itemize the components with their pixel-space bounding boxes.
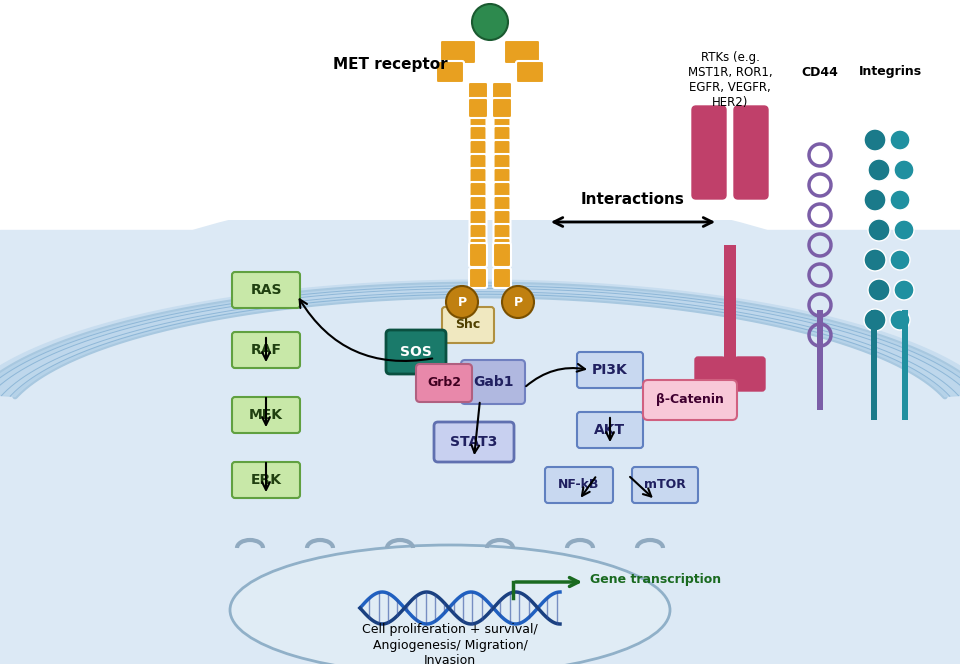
Text: Cell proliferation + survival/
Angiogenesis/ Migration/
Invasion: Cell proliferation + survival/ Angiogene… bbox=[362, 623, 538, 664]
FancyBboxPatch shape bbox=[492, 98, 512, 118]
Circle shape bbox=[868, 219, 890, 241]
Bar bbox=[817, 310, 823, 410]
FancyBboxPatch shape bbox=[493, 238, 511, 254]
Ellipse shape bbox=[0, 190, 960, 664]
Bar bbox=[0, 0, 960, 220]
FancyBboxPatch shape bbox=[643, 380, 737, 420]
Text: SOS: SOS bbox=[400, 345, 432, 359]
FancyBboxPatch shape bbox=[493, 112, 511, 128]
Text: PI3K: PI3K bbox=[592, 363, 628, 377]
Circle shape bbox=[868, 279, 890, 301]
FancyBboxPatch shape bbox=[469, 210, 487, 226]
FancyBboxPatch shape bbox=[469, 154, 487, 170]
Bar bbox=[871, 310, 877, 420]
FancyBboxPatch shape bbox=[469, 243, 487, 267]
Circle shape bbox=[890, 250, 910, 270]
Text: Integrins: Integrins bbox=[858, 66, 922, 78]
Circle shape bbox=[472, 4, 508, 40]
FancyBboxPatch shape bbox=[493, 196, 511, 212]
Circle shape bbox=[894, 220, 914, 240]
Circle shape bbox=[864, 309, 886, 331]
Text: Grb2: Grb2 bbox=[427, 376, 461, 390]
Circle shape bbox=[890, 310, 910, 330]
FancyBboxPatch shape bbox=[386, 330, 446, 374]
FancyBboxPatch shape bbox=[632, 467, 698, 503]
FancyBboxPatch shape bbox=[232, 462, 300, 498]
Bar bbox=[902, 310, 908, 420]
FancyBboxPatch shape bbox=[469, 224, 487, 240]
Text: RTKs (e.g.
MST1R, ROR1,
EGFR, VEGFR,
HER2): RTKs (e.g. MST1R, ROR1, EGFR, VEGFR, HER… bbox=[687, 51, 772, 109]
Text: NF-kB: NF-kB bbox=[559, 479, 600, 491]
Text: MEK: MEK bbox=[249, 408, 283, 422]
FancyBboxPatch shape bbox=[493, 210, 511, 226]
Text: β-Catenin: β-Catenin bbox=[656, 394, 724, 406]
FancyBboxPatch shape bbox=[577, 412, 643, 448]
Circle shape bbox=[864, 189, 886, 211]
Circle shape bbox=[864, 249, 886, 271]
Text: Gene transcription: Gene transcription bbox=[590, 574, 721, 586]
FancyBboxPatch shape bbox=[734, 106, 768, 199]
Bar bbox=[724, 245, 736, 385]
FancyBboxPatch shape bbox=[577, 352, 643, 388]
FancyBboxPatch shape bbox=[468, 82, 488, 102]
Circle shape bbox=[890, 130, 910, 150]
Text: STAT3: STAT3 bbox=[450, 435, 497, 449]
FancyBboxPatch shape bbox=[545, 467, 613, 503]
Text: P: P bbox=[514, 295, 522, 309]
Ellipse shape bbox=[230, 545, 670, 664]
Text: Interactions: Interactions bbox=[581, 193, 684, 207]
FancyBboxPatch shape bbox=[493, 168, 511, 184]
FancyBboxPatch shape bbox=[695, 357, 725, 391]
Circle shape bbox=[894, 280, 914, 300]
Circle shape bbox=[446, 286, 478, 318]
FancyBboxPatch shape bbox=[469, 268, 487, 288]
Text: ERK: ERK bbox=[251, 473, 281, 487]
Text: mTOR: mTOR bbox=[644, 479, 686, 491]
FancyBboxPatch shape bbox=[469, 168, 487, 184]
FancyBboxPatch shape bbox=[493, 268, 511, 288]
FancyBboxPatch shape bbox=[492, 82, 512, 102]
Circle shape bbox=[864, 129, 886, 151]
FancyBboxPatch shape bbox=[493, 243, 511, 267]
Polygon shape bbox=[0, 284, 960, 396]
FancyBboxPatch shape bbox=[735, 357, 765, 391]
FancyBboxPatch shape bbox=[461, 360, 525, 404]
Circle shape bbox=[894, 160, 914, 180]
FancyBboxPatch shape bbox=[232, 332, 300, 368]
FancyBboxPatch shape bbox=[469, 196, 487, 212]
FancyBboxPatch shape bbox=[436, 61, 464, 83]
FancyBboxPatch shape bbox=[440, 40, 476, 64]
Circle shape bbox=[868, 159, 890, 181]
FancyBboxPatch shape bbox=[493, 182, 511, 198]
FancyBboxPatch shape bbox=[434, 422, 514, 462]
Circle shape bbox=[502, 286, 534, 318]
FancyBboxPatch shape bbox=[692, 106, 726, 199]
FancyBboxPatch shape bbox=[493, 140, 511, 156]
FancyBboxPatch shape bbox=[493, 154, 511, 170]
FancyBboxPatch shape bbox=[469, 126, 487, 142]
FancyBboxPatch shape bbox=[493, 224, 511, 240]
Text: AKT: AKT bbox=[594, 423, 626, 437]
FancyBboxPatch shape bbox=[442, 307, 494, 343]
Text: Gab1: Gab1 bbox=[472, 375, 514, 389]
Text: Shc: Shc bbox=[455, 319, 481, 331]
Text: MET receptor: MET receptor bbox=[333, 58, 447, 72]
Text: RAF: RAF bbox=[251, 343, 281, 357]
FancyBboxPatch shape bbox=[516, 61, 544, 83]
Bar bbox=[0, 0, 960, 230]
FancyBboxPatch shape bbox=[232, 272, 300, 308]
FancyBboxPatch shape bbox=[469, 182, 487, 198]
Circle shape bbox=[890, 190, 910, 210]
Text: CD44: CD44 bbox=[802, 66, 838, 78]
FancyBboxPatch shape bbox=[468, 98, 488, 118]
FancyBboxPatch shape bbox=[416, 364, 472, 402]
Text: P: P bbox=[457, 295, 467, 309]
FancyBboxPatch shape bbox=[469, 112, 487, 128]
FancyBboxPatch shape bbox=[469, 140, 487, 156]
FancyBboxPatch shape bbox=[504, 40, 540, 64]
FancyBboxPatch shape bbox=[469, 238, 487, 254]
FancyBboxPatch shape bbox=[493, 126, 511, 142]
FancyBboxPatch shape bbox=[232, 397, 300, 433]
Text: RAS: RAS bbox=[251, 283, 281, 297]
